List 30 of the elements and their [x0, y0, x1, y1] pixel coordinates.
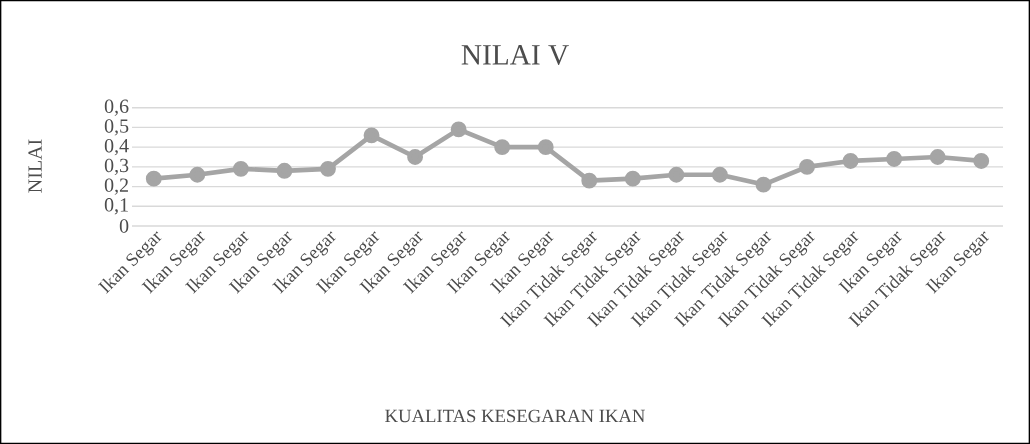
point	[668, 166, 685, 183]
point	[886, 151, 903, 167]
y-tick-label: 0,6	[104, 99, 129, 116]
y-tick-label: 0,4	[104, 138, 129, 156]
point	[363, 127, 380, 144]
point	[799, 158, 815, 175]
y-tick-label: 0,2	[104, 178, 128, 195]
point	[537, 139, 554, 156]
point	[450, 121, 467, 138]
point	[320, 160, 336, 177]
point	[711, 166, 728, 183]
point	[929, 149, 946, 165]
point	[624, 170, 641, 187]
point	[581, 172, 598, 189]
y-tick-label: 0,5	[104, 119, 129, 136]
point	[232, 160, 249, 177]
point	[189, 166, 206, 183]
x-axis-title: KUALITAS KESEGARAN IKAN	[385, 409, 645, 423]
point	[842, 153, 859, 169]
y-axis-title: NILAI	[28, 139, 42, 193]
y-tick-label: 0	[119, 219, 129, 233]
chart-title: NILAI V	[461, 45, 569, 65]
y-tick-label: 0,3	[104, 158, 129, 176]
point	[276, 162, 293, 179]
y-tick-label: 0,1	[104, 198, 128, 215]
point	[145, 170, 162, 187]
point	[494, 139, 511, 156]
point	[407, 149, 424, 165]
point	[755, 176, 772, 193]
point	[973, 153, 990, 169]
